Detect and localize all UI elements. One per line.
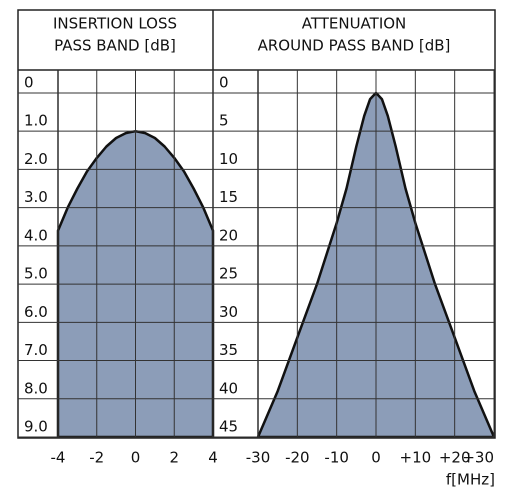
x-tick-label: 2 [169,449,179,467]
y-tick-label: 5 [219,112,229,130]
x-tick-label: -20 [285,449,310,467]
panel-title: INSERTION LOSS [53,15,177,33]
y-tick-label: 15 [219,188,238,206]
x-tick-label: 0 [371,449,381,467]
y-tick-label: 1.0 [24,112,48,130]
y-tick-label: 2.0 [24,150,48,168]
y-tick-label: 6.0 [24,303,48,321]
y-tick-label: 45 [219,418,238,436]
y-tick-label: 0 [24,73,34,91]
y-tick-label: 4.0 [24,226,48,244]
y-tick-label: 0 [219,73,229,91]
x-tick-label: -2 [89,449,104,467]
x-tick-label: +30 [462,449,494,467]
x-tick-label: -4 [51,449,66,467]
y-tick-label: 8.0 [24,379,48,397]
y-tick-label: 9.0 [24,418,48,436]
y-tick-label: 35 [219,341,238,359]
y-tick-label: 20 [219,226,238,244]
y-tick-label: 7.0 [24,341,48,359]
outer-frame [17,9,496,439]
x-tick-label: -30 [246,449,271,467]
x-tick-label: 0 [131,449,141,467]
y-tick-label: 10 [219,150,238,168]
panel-title: PASS BAND [dB] [54,37,176,55]
x-tick-label: +10 [400,449,432,467]
x-tick-label: 4 [208,449,218,467]
y-tick-label: 25 [219,265,238,283]
y-tick-label: 30 [219,303,238,321]
y-tick-label: 5.0 [24,265,48,283]
x-axis-label: f[MHz] [446,471,495,489]
y-tick-label: 3.0 [24,188,48,206]
panel-title: AROUND PASS BAND [dB] [258,37,451,55]
panel-title: ATTENUATION [302,15,407,33]
y-tick-label: 40 [219,379,238,397]
x-tick-label: -10 [324,449,349,467]
x-tick-label: +20 [439,449,471,467]
